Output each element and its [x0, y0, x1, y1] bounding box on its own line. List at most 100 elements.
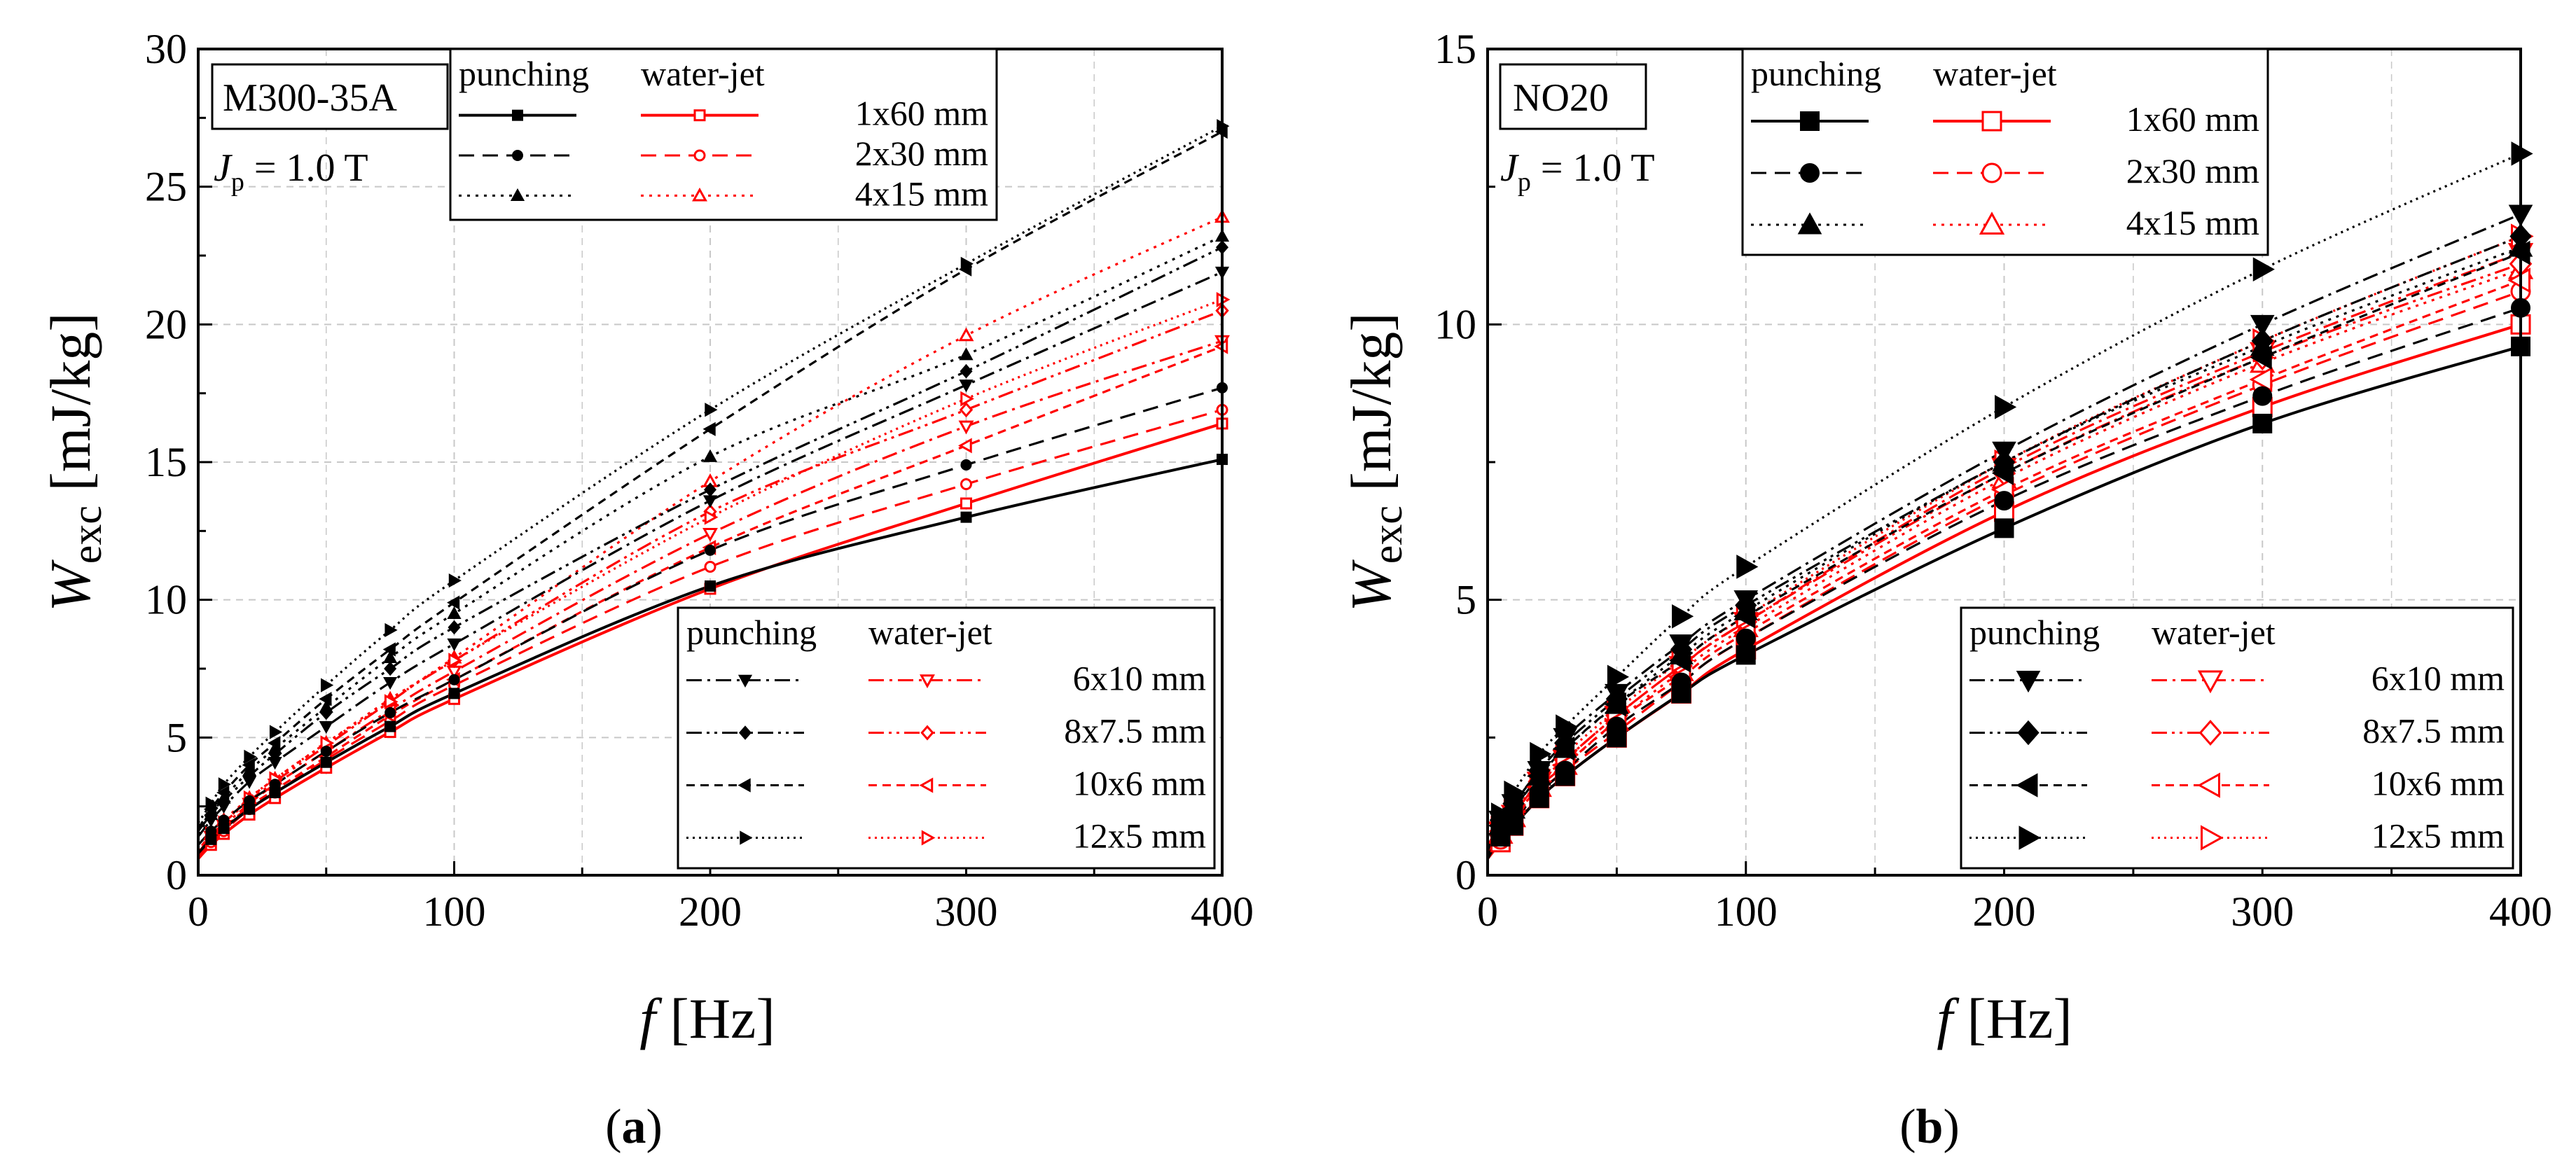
legend-marker — [1981, 111, 2002, 132]
caption-a: (a) — [605, 1100, 663, 1154]
data-point — [1556, 714, 1578, 739]
series-line-4x15-mm-punching — [1486, 246, 2521, 851]
data-point — [960, 256, 974, 271]
series-line-10x6-mm-punching — [197, 130, 1223, 830]
series-line-6x10-mm-punching — [197, 271, 1223, 837]
legend-marker — [1981, 162, 2002, 183]
data-point — [1736, 645, 1756, 665]
legend-header-waterjet: water-jet — [641, 54, 765, 93]
legend-marker — [1800, 111, 1820, 131]
legend-label: 12x5 mm — [1073, 816, 1206, 856]
series-line-12x5-mm-water-jet — [1486, 235, 2521, 851]
legend-label: 6x10 mm — [1073, 659, 1206, 698]
legend-marker — [2197, 772, 2220, 798]
data-point — [448, 620, 461, 635]
data-point — [268, 746, 282, 762]
legend-marker — [919, 777, 934, 793]
data-point — [702, 495, 718, 508]
data-point — [216, 785, 230, 800]
y-tick-label: 10 — [145, 577, 187, 623]
data-point — [244, 795, 256, 807]
series-line-2x30-mm-punching — [197, 386, 1223, 846]
data-point — [447, 638, 462, 652]
legend-marker — [692, 187, 707, 202]
data-point — [268, 736, 281, 751]
series-markers-a — [202, 119, 1231, 851]
legend-marker — [920, 674, 935, 688]
data-point — [2250, 345, 2272, 370]
legend-header-waterjet: water-jet — [1933, 54, 2057, 93]
x-tick-label: 100 — [1715, 889, 1778, 935]
legend-marker — [740, 830, 753, 845]
data-point — [320, 746, 332, 757]
material-label-b: NO20 — [1513, 76, 1609, 120]
legend-marker — [512, 150, 523, 161]
data-point — [319, 720, 333, 734]
data-point — [448, 688, 460, 699]
data-point — [960, 478, 972, 490]
data-point — [705, 403, 718, 417]
data-point — [269, 725, 283, 739]
legend-label: 4x15 mm — [855, 174, 988, 213]
data-point — [705, 580, 716, 592]
y-tick-label: 30 — [145, 26, 187, 72]
series-line-4x15-mm-punching — [197, 235, 1223, 835]
data-point — [385, 622, 398, 638]
data-point — [385, 706, 396, 718]
data-point — [959, 379, 974, 393]
data-point — [242, 758, 255, 772]
y-tick-label: 5 — [166, 714, 187, 760]
series-line-12x5-mm-punching — [1486, 153, 2521, 843]
legend-label: 1x60 mm — [855, 94, 988, 133]
legend-label: 1x60 mm — [2126, 99, 2259, 139]
data-point — [205, 826, 217, 837]
legend-box — [1741, 48, 2269, 256]
legend-marker — [2016, 773, 2038, 798]
series-line-6x10-mm-water-jet — [197, 340, 1223, 854]
x-axis-title-b: f [Hz] — [1937, 987, 2072, 1050]
data-point — [1555, 760, 1575, 781]
data-point — [320, 756, 332, 768]
data-point — [704, 509, 719, 525]
data-point — [960, 497, 972, 510]
data-point — [447, 606, 462, 620]
data-point — [2252, 413, 2273, 433]
axis-ticks-a: 0 100 200 300 400 0 5 10 15 20 25 30 — [145, 26, 1254, 935]
legend-marker — [2201, 825, 2224, 851]
legend-box — [677, 606, 1216, 870]
series-line-10x6-mm-water-jet — [197, 345, 1223, 857]
data-point — [1668, 648, 1691, 673]
caption-b: (b) — [1899, 1100, 1960, 1154]
legend-marker — [510, 188, 525, 202]
legend-box — [1960, 606, 2514, 870]
data-point — [385, 720, 396, 732]
series-line-8x7-5-mm-water-jet — [1486, 263, 2521, 854]
legend-marker — [738, 778, 751, 793]
legend-label: 8x7.5 mm — [1064, 711, 1206, 751]
legend-header-waterjet: water-jet — [2152, 613, 2276, 652]
x-tick-label: 300 — [935, 889, 998, 935]
data-point — [1552, 736, 1575, 761]
x-tick-label: 400 — [2489, 889, 2552, 935]
material-label-a: M300-35A — [223, 76, 397, 120]
legend-marker — [2018, 826, 2041, 850]
data-point — [447, 595, 460, 610]
x-tick-label: 100 — [423, 889, 486, 935]
series-line-8x7-5-mm-punching — [1486, 235, 2521, 849]
data-point — [1671, 672, 1691, 692]
data-point — [2252, 257, 2275, 281]
data-point — [1995, 395, 2017, 419]
data-point — [1994, 518, 2014, 538]
condition-label-a: Jp = 1.0 T — [214, 146, 368, 197]
x-tick-label: 0 — [188, 889, 209, 935]
data-point — [2249, 366, 2273, 393]
series-line-6x10-mm-punching — [1486, 213, 2521, 849]
data-point — [382, 642, 396, 657]
material-box-a — [211, 63, 449, 130]
legend-marker — [2016, 671, 2041, 693]
legend-marker — [693, 109, 706, 122]
grid-b — [1488, 49, 2521, 875]
x-tick-label: 200 — [679, 889, 742, 935]
data-point — [448, 653, 462, 669]
